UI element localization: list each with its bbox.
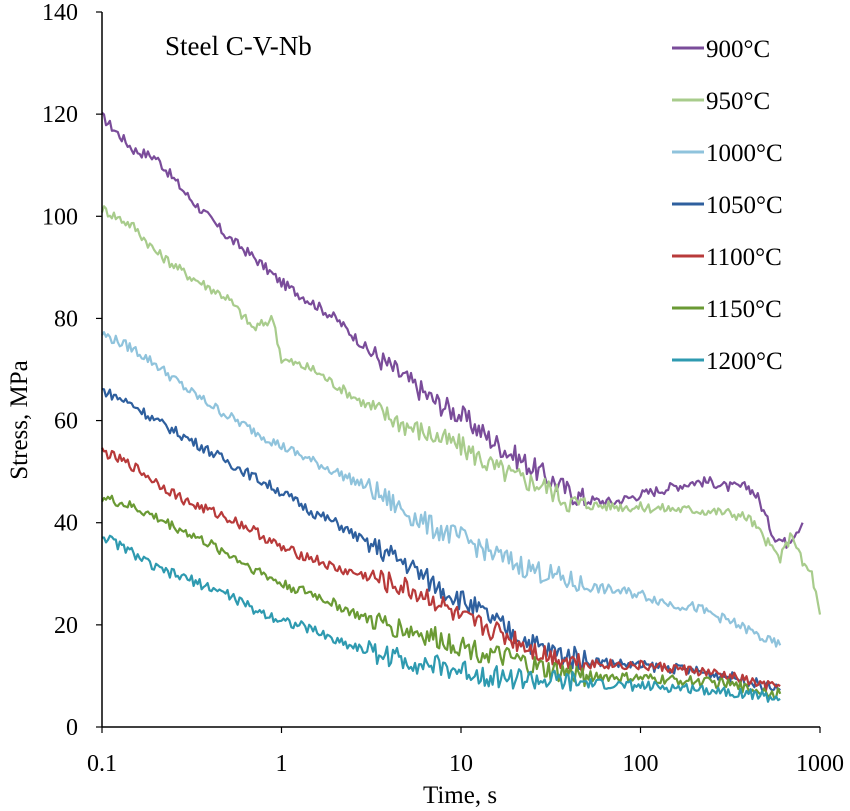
y-tick-label: 140 bbox=[42, 0, 78, 26]
axes-layer bbox=[96, 11, 821, 733]
legend-label: 1150°C bbox=[706, 296, 782, 323]
y-tick-label: 100 bbox=[42, 204, 78, 230]
series-layer bbox=[100, 111, 822, 703]
legend-label: 1050°C bbox=[706, 192, 783, 219]
x-tick-label: 1000 bbox=[796, 751, 844, 777]
y-tick-label: 0 bbox=[66, 715, 78, 741]
legend-label: 1200°C bbox=[706, 348, 783, 375]
labels-layer: 0 20 40 60 80 100 120 140 0.1 1 10 100 1000 bbox=[42, 0, 844, 777]
y-tick-label: 120 bbox=[42, 102, 78, 128]
y-tick-label: 60 bbox=[54, 409, 78, 435]
series-line-1200c bbox=[101, 534, 781, 703]
series-line-1000c bbox=[101, 331, 782, 648]
series-line-950c bbox=[100, 205, 822, 615]
x-tick-label: 100 bbox=[623, 751, 659, 777]
legend-label: 1100°C bbox=[706, 244, 782, 271]
x-tick-label: 0.1 bbox=[87, 751, 117, 777]
series-line-1150c bbox=[101, 494, 782, 699]
y-tick-label: 80 bbox=[54, 306, 78, 332]
y-tick-label: 20 bbox=[54, 613, 78, 639]
legend-label: 900°C bbox=[706, 36, 770, 63]
series-line-1050c bbox=[101, 387, 781, 692]
series-line-900c bbox=[101, 111, 804, 549]
x-axis-title: Time, s bbox=[423, 782, 497, 809]
legend: 900°C 950°C 1000°C 1050°C 1100°C 1150°C 1200°C bbox=[672, 36, 783, 375]
legend-label: 950°C bbox=[706, 88, 770, 115]
y-axis-title: Stress, MPa bbox=[6, 360, 33, 479]
series-line-1100c bbox=[101, 447, 781, 692]
y-tick-label: 40 bbox=[54, 511, 78, 537]
x-tick-label: 1 bbox=[276, 751, 288, 777]
legend-label: 1000°C bbox=[706, 140, 783, 167]
chart-title: Steel C-V-Nb bbox=[165, 31, 312, 61]
x-tick-label: 10 bbox=[449, 751, 473, 777]
